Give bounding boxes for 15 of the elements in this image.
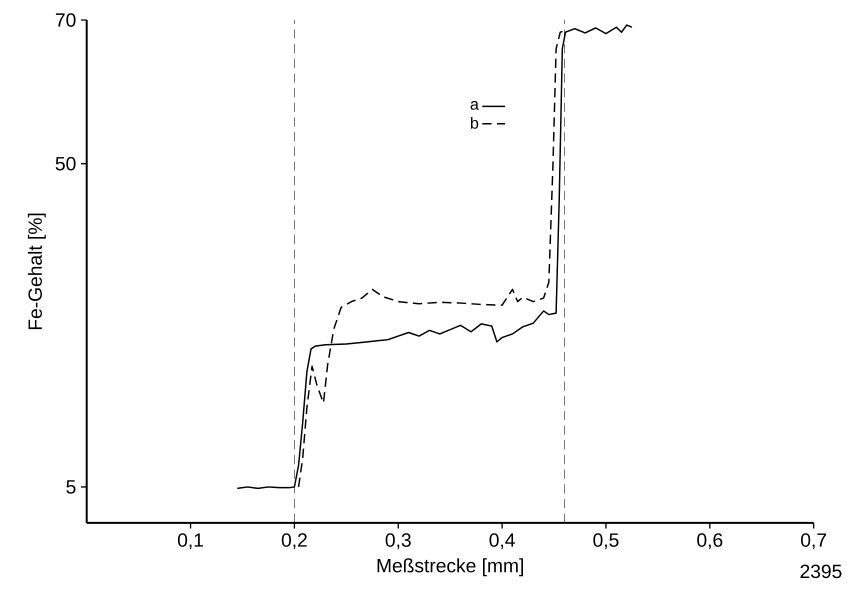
y-tick-label: 50 [56, 157, 76, 171]
x-tick-label: 0,3 [386, 533, 411, 550]
y-tick-label: 70 [56, 13, 76, 28]
x-tick-label: 0,6 [697, 533, 722, 550]
x-tick-label: 0,1 [178, 533, 203, 550]
x-tick-label: 0,5 [593, 533, 618, 550]
legend-label: b [470, 117, 478, 129]
y-axis-title: Fe-Gehalt [%] [28, 214, 46, 330]
y-tick-label: 5 [66, 480, 76, 494]
x-axis-title: Meßstrecke [mm] [378, 558, 523, 576]
x-tick-label: 0,2 [282, 533, 307, 550]
x-tick-label: 0,7 [801, 533, 826, 550]
legend-label: a [470, 101, 479, 110]
text: 2395 [800, 564, 842, 578]
x-tick-label: 0,4 [490, 533, 515, 550]
